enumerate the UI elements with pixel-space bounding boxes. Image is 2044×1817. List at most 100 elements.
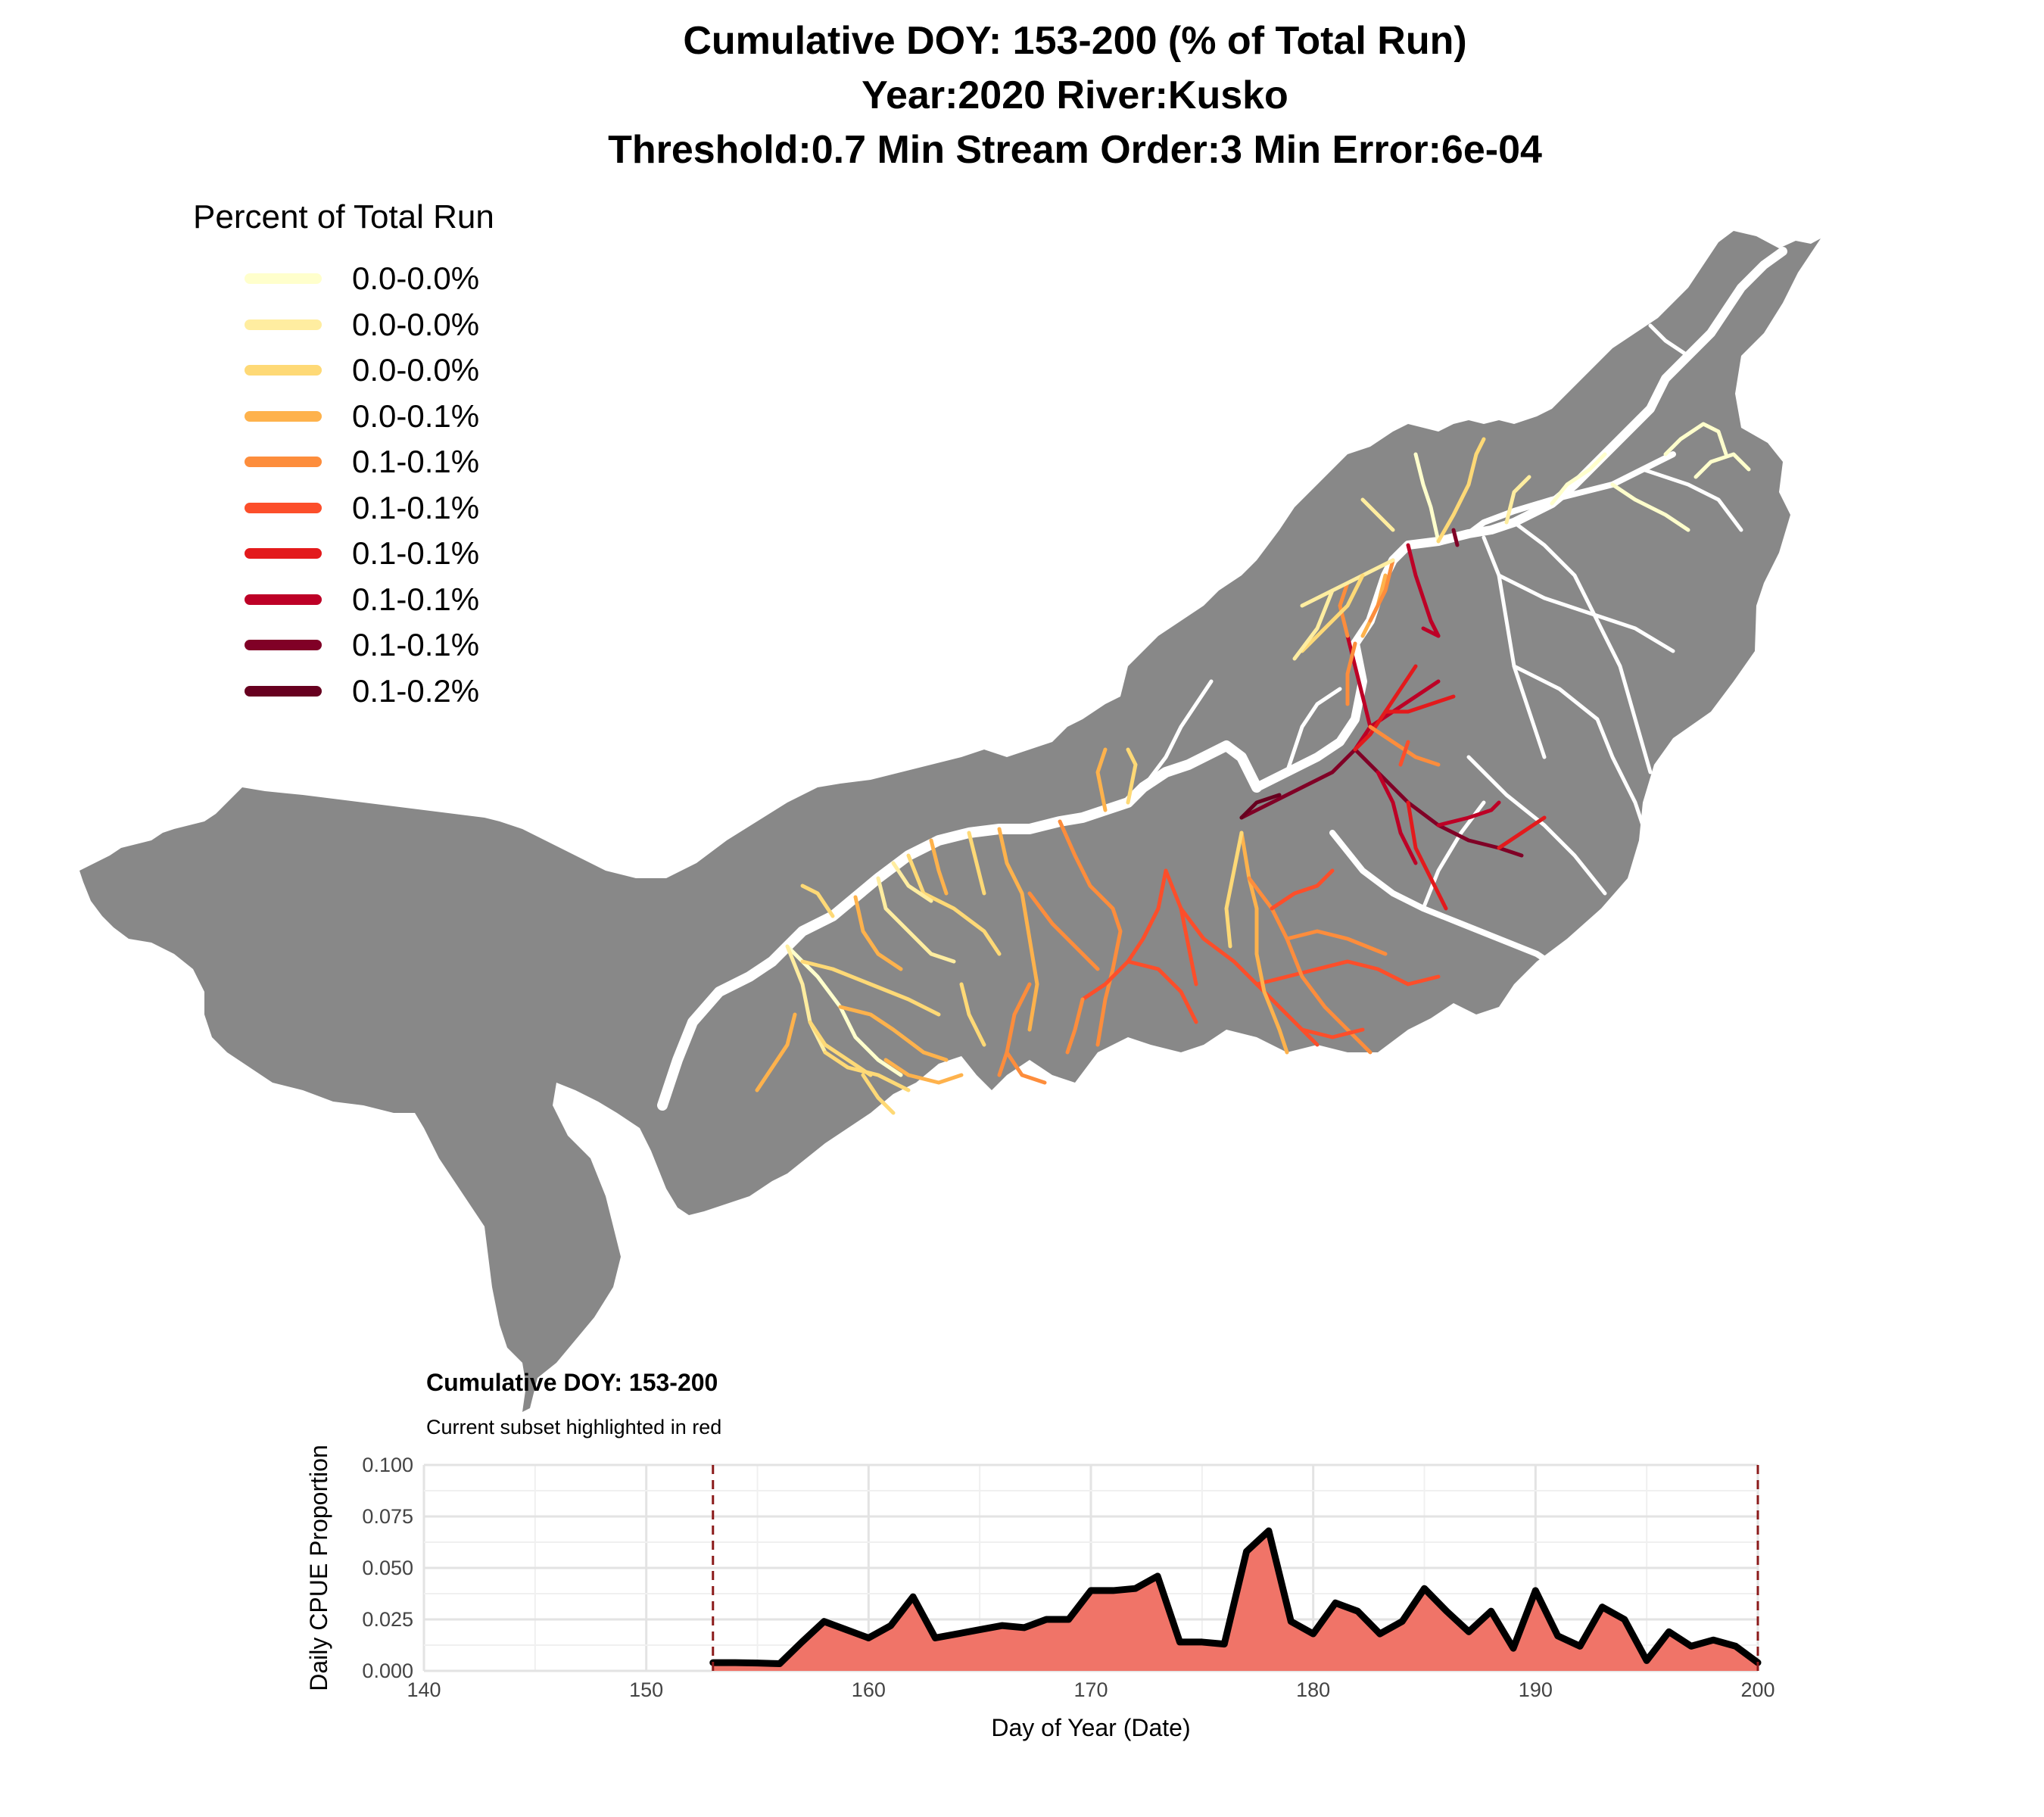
legend-label: 0.1-0.1% xyxy=(352,535,480,572)
legend-item: 0.0-0.1% xyxy=(193,394,494,440)
east-fork xyxy=(1329,830,1593,987)
east-trib-2 xyxy=(1512,520,1653,774)
tributary-segment xyxy=(808,1020,873,1077)
x-axis-title: Day of Year (Date) xyxy=(991,1714,1190,1741)
x-tick-label: 190 xyxy=(1519,1678,1553,1701)
legend-item: 0.1-0.1% xyxy=(193,485,494,531)
x-tick-label: 160 xyxy=(852,1678,886,1701)
mainstem-river xyxy=(657,247,1787,1111)
tributary-segment xyxy=(1504,475,1531,525)
north-trib-3 xyxy=(1648,323,1690,358)
north-trib-1 xyxy=(1141,679,1214,790)
tributary-segment xyxy=(997,827,1039,1032)
title-line-2: Year:2020 River:Kusko xyxy=(862,73,1288,117)
tributary-segment xyxy=(1360,497,1395,532)
inset-chart-title: Cumulative DOY: 153-200 xyxy=(426,1369,718,1396)
tributary-segment xyxy=(1058,819,1123,1047)
tributary-segment xyxy=(1080,868,1168,1002)
legend-swatch xyxy=(245,457,322,468)
tributary-segment xyxy=(1270,868,1335,911)
tributary-segment xyxy=(861,1073,896,1115)
legend-label: 0.1-0.1% xyxy=(352,627,480,663)
tributary-segment xyxy=(1292,588,1335,661)
tributary-segment xyxy=(997,982,1032,1077)
legend-swatch xyxy=(245,273,322,285)
legend-item: 0.1-0.1% xyxy=(193,577,494,623)
tributary-segment xyxy=(800,884,835,918)
tributary-segment xyxy=(967,831,986,896)
tributary-segment xyxy=(883,1058,964,1085)
legend-item: 0.1-0.1% xyxy=(193,439,494,485)
tributary-segment xyxy=(1300,1027,1365,1039)
tributary-segment xyxy=(1285,929,1388,956)
tributary-segment xyxy=(1550,452,1607,506)
tributary-segment xyxy=(1345,641,1357,706)
tributary-segment xyxy=(1027,891,1100,971)
tributary-segment xyxy=(1126,959,1198,1024)
colored-tributaries xyxy=(755,422,1751,1115)
legend-swatch xyxy=(245,685,322,697)
tributary-segment xyxy=(1497,815,1547,850)
legend-swatch xyxy=(245,410,322,422)
tributary-segment xyxy=(1005,1050,1047,1085)
y-tick-label: 0.000 xyxy=(362,1660,413,1682)
tributary-segment xyxy=(1413,452,1441,544)
x-tick-label: 180 xyxy=(1296,1678,1330,1701)
tributary-segment xyxy=(853,895,903,971)
tributary-segment xyxy=(1338,581,1350,638)
tributary-segment xyxy=(1254,959,1441,986)
tributary-segment xyxy=(1383,694,1456,714)
legend-swatch xyxy=(245,640,322,651)
legend-swatch xyxy=(245,548,322,559)
legend-label: 0.1-0.2% xyxy=(352,672,480,709)
legend-label: 0.0-0.0% xyxy=(352,352,480,388)
tributary-segment xyxy=(1224,831,1244,949)
legend-item: 0.1-0.2% xyxy=(193,669,494,715)
tributary-segment xyxy=(1126,747,1138,805)
legend-item: 0.0-0.0% xyxy=(193,256,494,302)
east-trib-1 xyxy=(1482,535,1547,759)
legend-label: 0.0-0.0% xyxy=(352,306,480,342)
legend-item: 0.1-0.1% xyxy=(193,622,494,669)
legend-label: 0.1-0.1% xyxy=(352,489,480,525)
tributary-segment xyxy=(1300,573,1365,653)
title-line-1: Cumulative DOY: 153-200 (% of Total Run) xyxy=(683,19,1467,63)
x-tick-label: 170 xyxy=(1073,1678,1108,1701)
x-tick-label: 150 xyxy=(629,1678,663,1701)
tributary-segment xyxy=(906,853,1002,956)
tributary-segment xyxy=(1368,558,1395,623)
tributary-segment xyxy=(1693,452,1751,479)
basin-outline xyxy=(79,231,1821,1412)
tributary-segment xyxy=(1663,422,1728,457)
legend-label: 0.0-0.1% xyxy=(352,397,480,434)
east-trib-5 xyxy=(1466,755,1607,896)
tributary-segment xyxy=(1421,619,1441,638)
legend-swatch xyxy=(245,502,322,513)
tributary-segment xyxy=(1436,800,1501,827)
tributary-segment xyxy=(1610,482,1690,532)
mainstem-middle xyxy=(1252,247,1787,792)
north-trib-2 xyxy=(1285,687,1342,774)
tributary-segment xyxy=(876,876,956,964)
inset-chart-subtitle: Current subset highlighted in red xyxy=(426,1416,722,1438)
y-tick-label: 0.075 xyxy=(362,1505,413,1528)
tributary-segment xyxy=(1065,997,1085,1055)
tributary-segment xyxy=(1451,528,1460,547)
tributary-segment xyxy=(1436,437,1486,544)
legend: Percent of Total Run 0.0-0.0% 0.0-0.0% 0.0… xyxy=(193,198,494,714)
tributary-segment xyxy=(1376,770,1418,865)
y-tick-label: 0.050 xyxy=(362,1557,413,1579)
legend-label: 0.0-0.0% xyxy=(352,260,480,297)
legend-label: 0.1-0.1% xyxy=(352,581,480,617)
legend-label: 0.1-0.1% xyxy=(352,444,480,480)
east-trib-3 xyxy=(1497,573,1675,653)
x-tick-label: 200 xyxy=(1740,1678,1774,1701)
legend-items: 0.0-0.0% 0.0-0.0% 0.0-0.0% 0.0-0.1% 0.1-0.1%… xyxy=(193,256,494,714)
tributary-segment xyxy=(1398,740,1410,767)
tributary-segment xyxy=(838,1005,949,1062)
cpue-line xyxy=(709,1527,1762,1667)
east-trib-4 xyxy=(1512,664,1653,850)
tributary-segment xyxy=(1164,868,1320,1047)
tributary-segment xyxy=(1239,793,1282,820)
tributary-segment xyxy=(800,959,941,1017)
